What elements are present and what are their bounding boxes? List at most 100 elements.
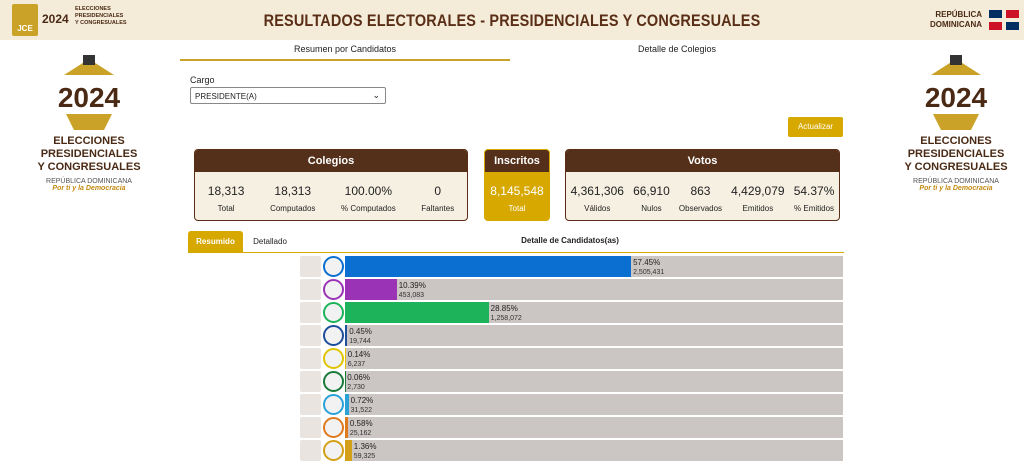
country-line: DOMINICANA [930, 20, 982, 29]
chart-title: Detalle de Candidatos(as) [521, 236, 619, 245]
card-items: 18,313 Total 18,313 Computados 100.00% % Comp… [195, 172, 467, 213]
page-title: RESULTADOS ELECTORALES - PRESIDENCIALES … [263, 11, 761, 30]
stat-label: Computados [270, 204, 316, 213]
ballot-base [66, 114, 112, 130]
candidate-photo [300, 279, 321, 300]
sub-tab[interactable]: Resumido [188, 231, 243, 252]
candidate-row: FULGENCIO SEVERINO0.06%2,730 [188, 370, 844, 393]
sub-tab[interactable]: Detallado [253, 237, 287, 246]
stat: 0 Faltantes [421, 184, 454, 213]
side-line: Y CONGRESUALES [37, 161, 141, 173]
year: 2024 [924, 82, 988, 113]
logo-year: 2024 [42, 12, 69, 26]
logo-line: PRESIDENCIALES [75, 13, 124, 19]
party-logo [323, 302, 344, 323]
candidate-photo [300, 440, 321, 461]
side-line: PRESIDENCIALES [40, 148, 138, 160]
header: JCE 2024 ELECCIONES PRESIDENCIALES Y CONGR… [0, 0, 1024, 40]
side-line: ELECCIONES [53, 135, 125, 147]
stat-card: Votos 4,361,306 Válidos 66,910 Nulos 863 Obser… [565, 149, 840, 221]
side-title: ELECCIONES PRESIDENCIALES Y CONGRESUALES [891, 135, 1021, 174]
candidate-photo [300, 256, 321, 277]
bar [345, 325, 348, 346]
candidate-photo [300, 417, 321, 438]
side-slogan: Por ti y la Democracia [919, 185, 993, 192]
ballot-base [933, 114, 979, 130]
bar [345, 279, 397, 300]
bar-track: 0.06% 2,730 [345, 371, 843, 392]
percent-label: 28.85% [490, 304, 518, 313]
stat: 4,429,079 Emitidos [731, 184, 784, 213]
party-logo [323, 417, 344, 438]
ballot-icon [931, 55, 981, 75]
bar-track: 0.58% 25,162 [345, 417, 843, 438]
side-country: REPÚBLICA DOMINICANA [913, 178, 999, 185]
votes-label: 2,505,431 [633, 269, 665, 276]
stat: 18,313 Computados [270, 184, 315, 213]
tab[interactable]: Resumen por Candidatos [180, 44, 510, 61]
sidebar-left: 2024 ELECCIONES PRESIDENCIALES Y CONGRESUA… [24, 55, 154, 192]
percent-label: 10.39% [398, 281, 426, 290]
percent-label: 0.72% [350, 396, 374, 405]
card-title: Colegios [195, 150, 467, 172]
candidate-row: PASTOR CARLOS PEÑA0.72%31,522 [188, 393, 844, 416]
candidate-row: ROQUE EL COBRADOR1.36%59,325 [188, 439, 844, 462]
percent-label: 0.14% [347, 350, 371, 359]
stat-label: Total [508, 204, 526, 213]
side-slogan: Por ti y la Democracia [52, 185, 126, 192]
percent-label: 57.45% [633, 258, 661, 267]
votes-label: 2,730 [347, 384, 365, 391]
stat-card: Inscritos 8,145,548 Total [484, 149, 550, 221]
card-items: 4,361,306 Válidos 66,910 Nulos 863 Observados… [566, 172, 839, 213]
party-logo [323, 440, 344, 461]
card-title: Votos [566, 150, 839, 172]
logo-mark: JCE [12, 4, 38, 36]
percent-label: 0.58% [349, 419, 373, 428]
card-items: 8,145,548 Total [485, 172, 549, 213]
votes-label: 59,325 [353, 453, 376, 460]
bar [345, 348, 346, 369]
stat: 4,361,306 Válidos [571, 184, 624, 213]
bar [345, 302, 489, 323]
candidate-photo [300, 348, 321, 369]
candidate-row: ABEL MARTINEZ10.39%453,083 [188, 278, 844, 301]
ballot-icon [64, 55, 114, 75]
stat-value: 8,145,548 [490, 184, 544, 198]
party-logo [323, 256, 344, 277]
candidate-photo [300, 302, 321, 323]
bar-track: 57.45% 2,505,431 [345, 256, 843, 277]
percent-label: 1.36% [353, 442, 377, 451]
bar-track: 0.45% 19,744 [345, 325, 843, 346]
stat-label: Nulos [641, 204, 662, 213]
votes-label: 25,162 [349, 430, 372, 437]
flag [989, 10, 1019, 30]
stat-value: 54.37% [793, 184, 835, 198]
side-line: ELECCIONES [920, 135, 992, 147]
stat-label: Total [217, 204, 235, 213]
logo-text: ELECCIONES PRESIDENCIALES Y CONGRESUALES [75, 6, 127, 27]
bar-track: 0.72% 31,522 [345, 394, 843, 415]
logo-line: ELECCIONES [75, 6, 111, 12]
stat-label: Observados [678, 204, 723, 213]
stat: 18,313 Total [208, 184, 245, 213]
percent-label: 0.06% [347, 373, 370, 382]
stat-value: 18,313 [207, 184, 245, 198]
stat-value: 18,313 [274, 184, 312, 198]
tab[interactable]: Detalle de Colegios [637, 44, 717, 54]
votes-label: 453,083 [398, 292, 425, 299]
chevron: ⌄ [372, 90, 380, 100]
party-logo [323, 394, 344, 415]
selected-option: PRESIDENTE(A) [195, 92, 257, 101]
stat-label: Faltantes [421, 204, 455, 213]
side-line: PRESIDENCIALES [907, 148, 1005, 160]
country-line: REPÚBLICA [935, 10, 982, 19]
stat-value: 100.00% [344, 184, 393, 198]
bar [345, 417, 348, 438]
stat: 100.00% % Computados [341, 184, 396, 213]
filter-select[interactable]: PRESIDENTE(A) ⌄ [190, 87, 386, 104]
stat: 863 Observados [679, 184, 722, 213]
candidate-row: MIGUEL VARGAS0.45%19,744 [188, 324, 844, 347]
party-logo [323, 348, 344, 369]
refresh-button[interactable]: Actualizar [788, 117, 843, 137]
